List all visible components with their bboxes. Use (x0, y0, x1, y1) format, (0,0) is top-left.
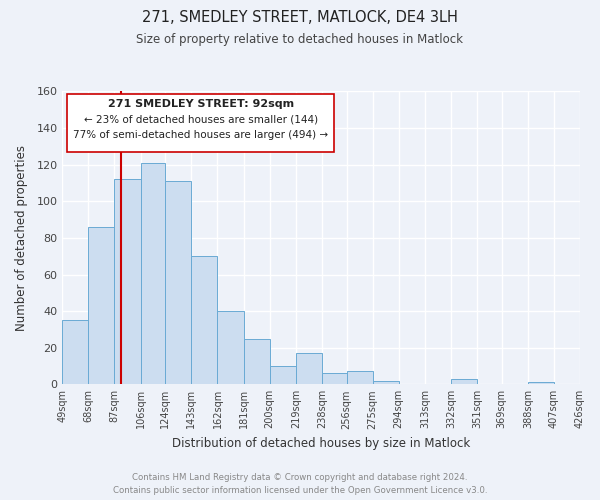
Bar (373, 380, 399, 384)
FancyBboxPatch shape (67, 94, 334, 152)
Bar (528, 382, 554, 384)
Text: ← 23% of detached houses are smaller (144): ← 23% of detached houses are smaller (14… (84, 114, 318, 124)
Bar (244, 338, 269, 384)
Bar (296, 353, 322, 384)
Text: Size of property relative to detached houses in Matlock: Size of property relative to detached ho… (137, 32, 464, 46)
Bar (347, 372, 373, 384)
Bar (62, 320, 88, 384)
Bar (166, 181, 191, 384)
Bar (191, 256, 217, 384)
Bar (217, 311, 244, 384)
Bar (451, 379, 477, 384)
Bar (269, 366, 296, 384)
Bar (88, 227, 115, 384)
X-axis label: Distribution of detached houses by size in Matlock: Distribution of detached houses by size … (172, 437, 470, 450)
Bar (322, 374, 347, 384)
Bar (140, 163, 166, 384)
Text: 77% of semi-detached houses are larger (494) →: 77% of semi-detached houses are larger (… (73, 130, 328, 140)
Text: Contains HM Land Registry data © Crown copyright and database right 2024.
Contai: Contains HM Land Registry data © Crown c… (113, 474, 487, 495)
Text: 271 SMEDLEY STREET: 92sqm: 271 SMEDLEY STREET: 92sqm (108, 99, 294, 109)
Y-axis label: Number of detached properties: Number of detached properties (15, 145, 28, 331)
Bar (115, 180, 140, 384)
Text: 271, SMEDLEY STREET, MATLOCK, DE4 3LH: 271, SMEDLEY STREET, MATLOCK, DE4 3LH (142, 10, 458, 25)
